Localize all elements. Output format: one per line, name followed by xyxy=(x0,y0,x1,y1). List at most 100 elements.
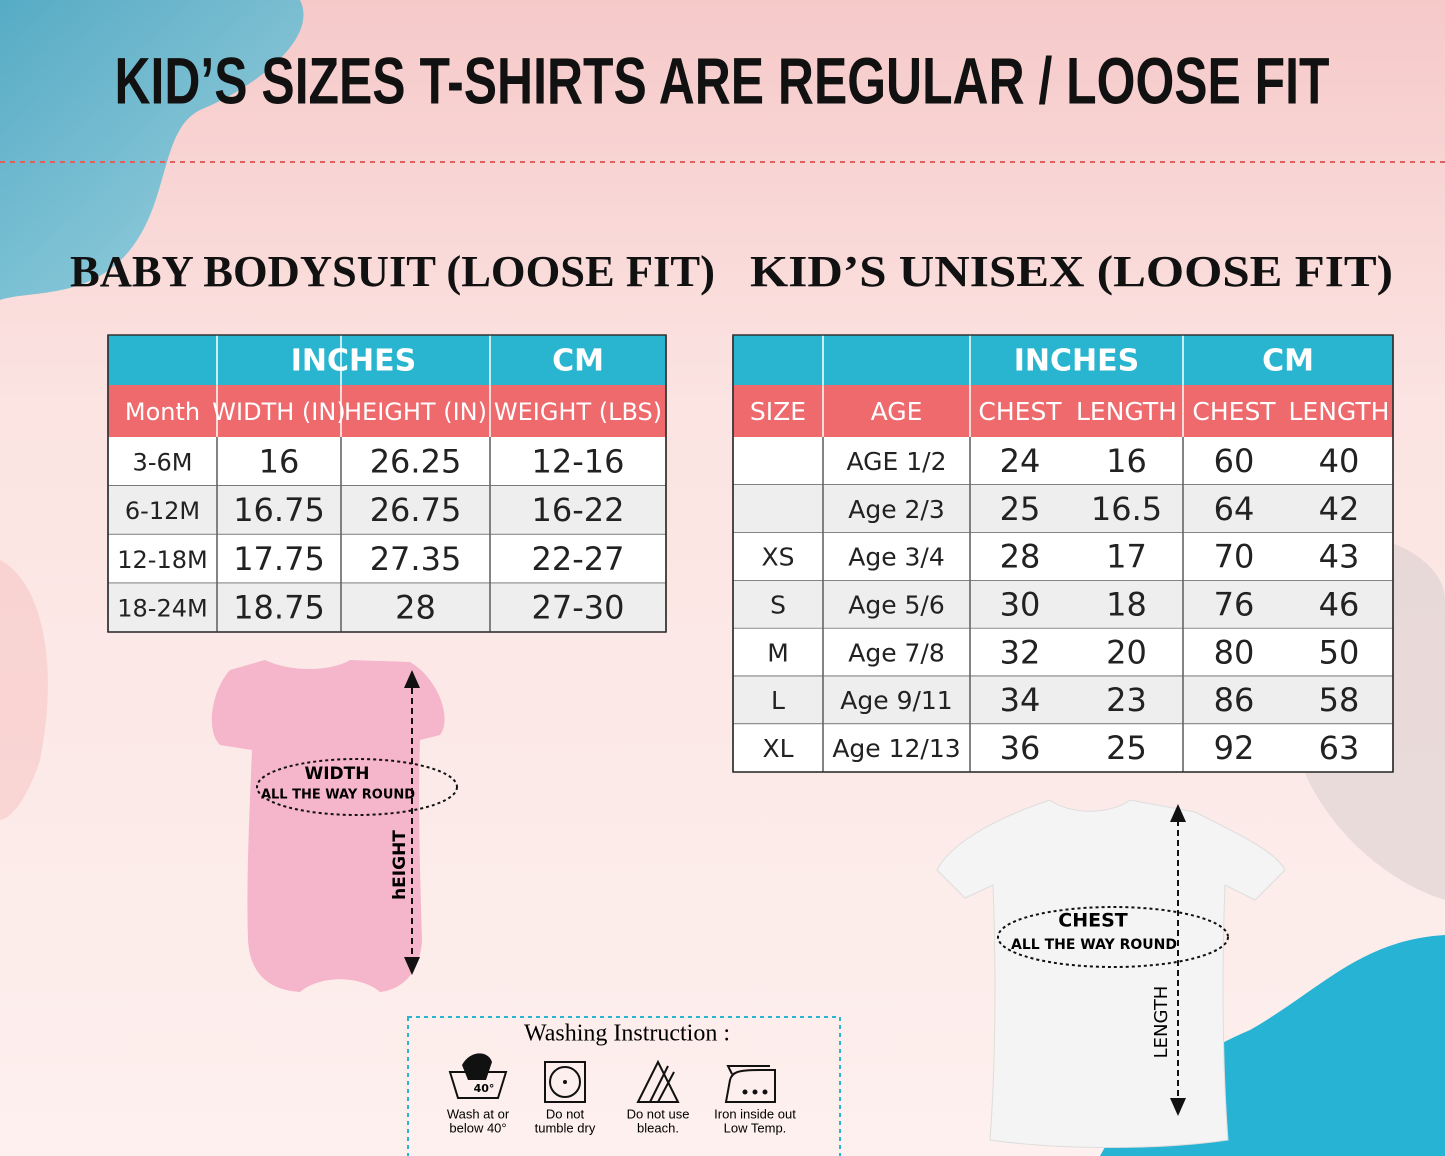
table-cell: 64 xyxy=(1214,490,1255,528)
table-cell: 6-12M xyxy=(125,497,200,525)
group-header-bg xyxy=(733,335,1393,385)
column-header: WEIGHT (LBS) xyxy=(494,398,662,426)
bodysuit-diagram: WIDTH ALL THE WAY ROUND hEIGHT xyxy=(211,660,458,992)
table-cell: 22-27 xyxy=(532,540,625,578)
table-cell: 16-22 xyxy=(532,491,625,529)
tshirt xyxy=(936,799,1286,1148)
table-cell: 26.75 xyxy=(370,491,462,529)
group-header: INCHES xyxy=(291,344,417,379)
wash-label: Wash at or xyxy=(447,1106,510,1121)
table-frame xyxy=(732,334,1394,773)
tshirt-diagram: CHEST ALL THE WAY ROUND LENGTH xyxy=(936,799,1286,1148)
column-header-bg xyxy=(733,385,1393,437)
washing-title: Washing Instruction : xyxy=(524,1021,730,1047)
width-sub: ALL THE WAY ROUND xyxy=(261,788,415,803)
kids-table: INCHES CM SIZE AGE CHEST LENGTH CHEST LENGTH AGE… xyxy=(732,334,1394,773)
column-header: Month xyxy=(125,398,200,426)
column-header: WIDTH (IN) xyxy=(212,398,345,426)
table-cell: 16.75 xyxy=(233,491,325,529)
table-cell: 3-6M xyxy=(133,448,193,476)
row-bg xyxy=(108,437,666,486)
measure-ellipse xyxy=(997,906,1229,968)
table-cell: 42 xyxy=(1319,490,1360,528)
table-cell: XS xyxy=(762,543,795,572)
row-bg xyxy=(108,534,666,584)
table-frame xyxy=(107,334,667,633)
dry-dot xyxy=(563,1080,567,1084)
width-label: WIDTH xyxy=(304,764,369,784)
table-cell: 17.75 xyxy=(233,540,325,578)
table-cell: 27.35 xyxy=(370,540,462,578)
row-bg xyxy=(733,676,1393,725)
table-cell: 60 xyxy=(1214,442,1255,480)
table-cell: 70 xyxy=(1214,538,1255,576)
table-cell: 92 xyxy=(1214,729,1255,767)
table-cell: S xyxy=(770,591,786,620)
group-header-bg xyxy=(108,335,666,385)
column-header: CHEST xyxy=(978,397,1062,426)
wash-label: Iron inside out xyxy=(714,1106,796,1121)
table-cell: 36 xyxy=(1000,729,1041,767)
washing-box: Washing Instruction : 40° Wash at orbelo… xyxy=(407,1016,841,1156)
table-cell: 28 xyxy=(1000,538,1041,576)
column-header: AGE xyxy=(871,397,923,426)
row-bg xyxy=(733,580,1393,629)
table-cell: 32 xyxy=(1000,633,1041,671)
dry-circle xyxy=(549,1066,581,1098)
table-cell: 58 xyxy=(1319,681,1360,719)
table-cell: 46 xyxy=(1319,586,1360,624)
wash-hand xyxy=(462,1053,492,1080)
wash-label: Do not use xyxy=(627,1106,690,1121)
table-cell: Age 5/6 xyxy=(848,591,945,620)
table-cell: 18.75 xyxy=(233,589,325,627)
table-cell: 50 xyxy=(1319,633,1360,671)
table-cell: XL xyxy=(762,734,793,763)
table-cell: Age 9/11 xyxy=(840,686,952,715)
row-bg xyxy=(733,532,1393,581)
column-header: LENGTH xyxy=(1076,397,1177,426)
wash-label: below 40° xyxy=(449,1120,506,1135)
row-bg xyxy=(733,484,1393,533)
table-cell: Age 12/13 xyxy=(832,734,960,763)
row-bg xyxy=(733,628,1393,677)
table-cell: 63 xyxy=(1319,729,1360,767)
table-cell: 12-16 xyxy=(532,442,625,480)
measure-ellipse xyxy=(256,758,458,816)
table-cell: 80 xyxy=(1214,633,1255,671)
row-bg xyxy=(108,485,666,535)
table-cell: 16.5 xyxy=(1091,490,1162,528)
table-cell: 30 xyxy=(1000,586,1041,624)
table-cell: 26.25 xyxy=(370,442,462,480)
table-cell: 16 xyxy=(1106,442,1147,480)
table-cell: 43 xyxy=(1319,538,1360,576)
row-bg xyxy=(108,583,666,632)
table-cell: 25 xyxy=(1106,729,1147,767)
blob-top-left xyxy=(0,0,304,300)
table-cell: 28 xyxy=(395,589,436,627)
iron-dot xyxy=(762,1089,768,1095)
wash-label: Low Temp. xyxy=(724,1120,787,1135)
baby-table: INCHES CM Month WIDTH (IN)HEIGHT (IN) WEIGHT… xyxy=(107,334,667,633)
table-cell: Age 7/8 xyxy=(848,638,945,667)
column-header: HEIGHT (IN) xyxy=(344,398,487,426)
bleach-icon xyxy=(636,1059,680,1103)
wash-label: bleach. xyxy=(637,1120,679,1135)
row-bg xyxy=(733,724,1393,772)
chest-label: CHEST xyxy=(1058,910,1128,932)
height-label: hEIGHT xyxy=(390,830,410,900)
table-cell: Age 3/4 xyxy=(848,543,945,572)
wash-label: tumble dry xyxy=(535,1120,596,1135)
bodysuit xyxy=(211,660,445,992)
table-cell: 23 xyxy=(1106,681,1147,719)
table-cell: AGE 1/2 xyxy=(846,447,946,476)
wash-label: Do not xyxy=(546,1106,585,1121)
column-header: LENGTH xyxy=(1289,397,1390,426)
length-label: LENGTH xyxy=(1151,986,1172,1059)
iron-icon xyxy=(724,1065,776,1103)
table-cell: 25 xyxy=(1000,490,1041,528)
table-cell: 34 xyxy=(1000,681,1041,719)
table-cell: 17 xyxy=(1106,538,1147,576)
table-cell: 27-30 xyxy=(532,589,625,627)
